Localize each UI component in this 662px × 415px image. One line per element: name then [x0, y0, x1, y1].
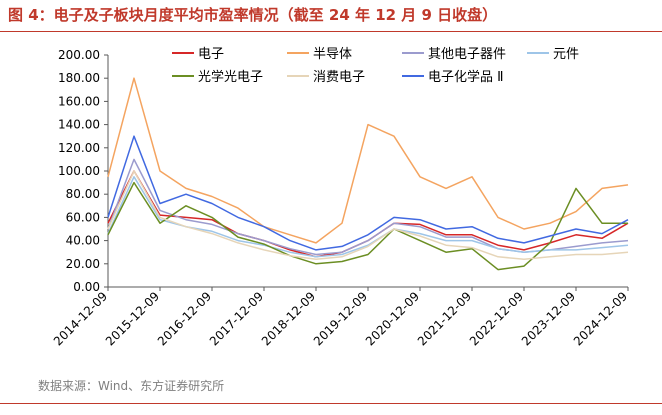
legend-label: 半导体: [313, 47, 352, 62]
x-tick-label: 2014-12-09: [51, 289, 110, 348]
y-tick-label: 40.00: [66, 234, 100, 248]
series-line-4: [107, 181, 628, 271]
y-tick-label: 20.00: [66, 257, 100, 271]
x-tick-label: 2023-12-09: [519, 289, 578, 348]
footer-rule: [0, 403, 662, 404]
x-tick-label: 2017-12-09: [207, 289, 266, 348]
legend-label: 消费电子: [313, 70, 365, 85]
series-line-0: [107, 170, 629, 258]
legend-label: 其他电子器件: [428, 47, 506, 62]
y-tick-label: 80.00: [66, 187, 100, 201]
x-tick-label: 2015-12-09: [103, 289, 162, 348]
series-line-6: [107, 135, 629, 251]
x-tick-label: 2024-12-09: [571, 289, 630, 348]
legend-label: 光学光电子: [198, 69, 263, 85]
series-line-2: [107, 158, 629, 256]
legend-label: 元件: [553, 47, 579, 62]
x-tick-label: 2018-12-09: [259, 289, 318, 348]
y-tick-label: 100.00: [58, 164, 100, 178]
figure-title: 图 4：电子及子板块月度平均市盈率情况（截至 24 年 12 月 9 日收盘）: [8, 6, 498, 24]
title-rule: [0, 31, 662, 32]
x-tick-label: 2021-12-09: [415, 289, 474, 348]
x-tick-label: 2020-12-09: [363, 289, 422, 348]
series-layer: [107, 77, 629, 271]
y-tick-label: 180.00: [58, 71, 100, 85]
legend-label: 电子: [198, 47, 224, 62]
y-axis: 0.00 20.00 40.00 60.00 80.00 100.00 120.00 140.…: [58, 48, 109, 294]
legend-label: 电子化学品 Ⅱ: [428, 69, 504, 85]
series-line-5: [107, 170, 629, 260]
data-source-note: 数据来源：Wind、东方证券研究所: [38, 379, 225, 393]
y-tick-label: 0.00: [73, 280, 100, 294]
y-tick-label: 200.00: [58, 48, 100, 62]
series-line-1: [107, 77, 629, 244]
y-tick-label: 140.00: [58, 118, 100, 132]
x-tick-label: 2016-12-09: [155, 289, 214, 348]
x-tick-label: 2022-12-09: [467, 289, 526, 348]
y-tick-label: 60.00: [66, 210, 100, 224]
y-tick-label: 160.00: [58, 94, 100, 108]
x-tick-label: 2019-12-09: [311, 289, 370, 348]
x-axis: 2014-12-092015-12-092016-12-092017-12-09…: [51, 286, 630, 348]
y-tick-label: 120.00: [58, 141, 100, 155]
line-chart: 0.00 20.00 40.00 60.00 80.00 100.00 120.00 140.…: [51, 47, 630, 348]
